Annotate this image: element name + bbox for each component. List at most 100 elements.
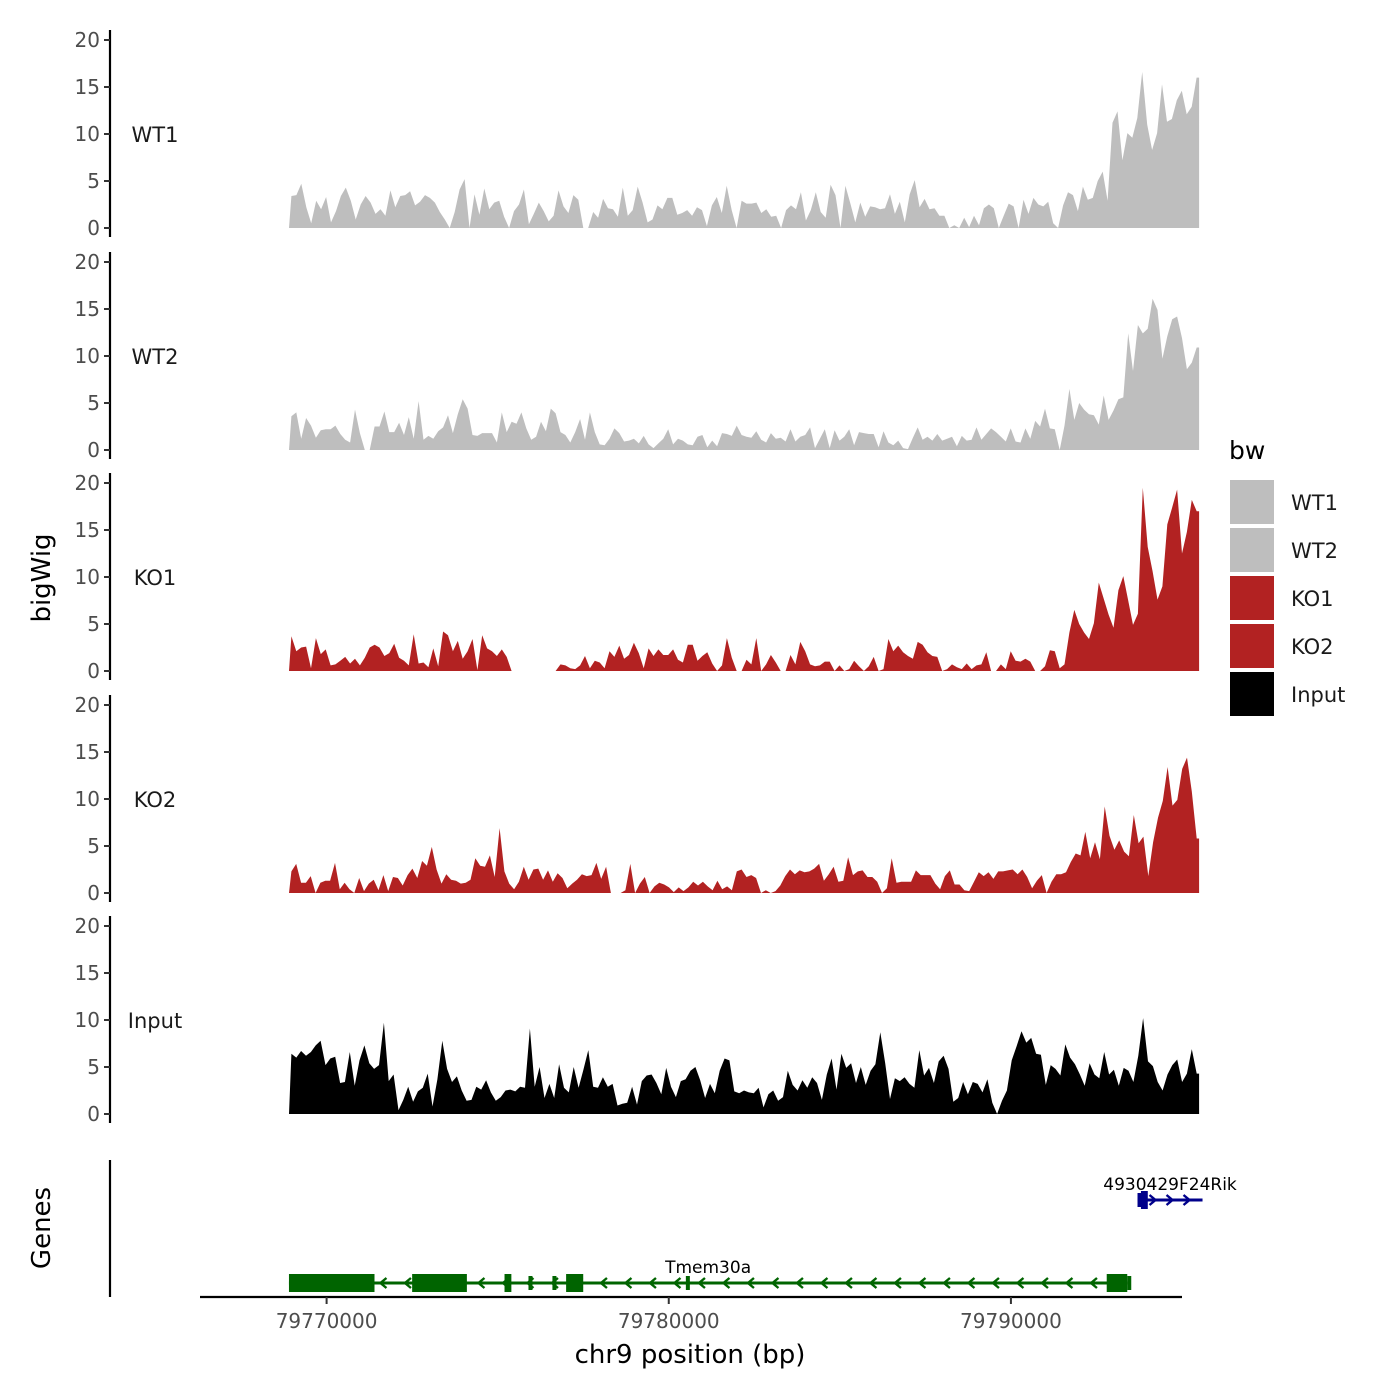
y-tick-label: 5: [87, 834, 100, 858]
y-tick-label: 20: [75, 471, 100, 495]
y-tick-label: 15: [75, 518, 100, 542]
gene-label: 4930429F24Rik: [1103, 1175, 1237, 1195]
y-tick-label: 0: [87, 1102, 100, 1126]
legend-key-ko1: [1230, 576, 1274, 620]
y-tick-label: 0: [87, 881, 100, 905]
signal-area-input: [289, 1018, 1200, 1114]
panel-label-wt2: WT2: [132, 345, 179, 369]
signal-tracks: 0 5 10 15 20 WT1 0 5 10 15 20 WT2 0 5 10 15 20 KO1 0 5 10 15 2…: [75, 28, 1200, 1126]
utr-exon: [685, 1276, 690, 1290]
y-axis-title: bigWig: [27, 533, 57, 622]
strand-arrow: [476, 1277, 486, 1289]
legend-key-wt1: [1230, 480, 1274, 524]
strand-arrow: [893, 1277, 902, 1289]
strand-arrow: [1165, 1194, 1175, 1206]
legend-label-ko2: KO2: [1291, 635, 1334, 659]
track-wt1: 0 5 10 15 20 WT1: [75, 28, 1200, 240]
strand-arrow: [1089, 1277, 1098, 1289]
utr-exon: [528, 1276, 533, 1290]
strand-arrow: [770, 1277, 780, 1289]
y-tick-label: 5: [87, 391, 100, 415]
strand-arrow: [697, 1277, 706, 1289]
panel-label-input: Input: [128, 1009, 182, 1033]
utr-exon: [1127, 1276, 1132, 1290]
strand-arrow: [623, 1277, 633, 1289]
strand-arrow: [844, 1277, 853, 1289]
y-tick-label: 15: [75, 297, 100, 321]
strand-arrow: [1148, 1194, 1158, 1206]
y-tick-label: 5: [87, 169, 100, 193]
x-tick-label: 79770000: [276, 1309, 378, 1333]
panel-label-ko1: KO1: [134, 566, 177, 590]
y-tick-label: 20: [75, 914, 100, 938]
exon: [412, 1274, 467, 1292]
legend-label-input: Input: [1291, 683, 1345, 707]
y-tick-label: 10: [75, 122, 100, 146]
strand-arrow: [1040, 1277, 1049, 1289]
legend-title: bw: [1229, 436, 1265, 465]
y-tick-label: 5: [87, 612, 100, 636]
exon: [566, 1274, 584, 1292]
y-tick-label: 0: [87, 438, 100, 462]
x-axis: 79770000 79780000 79790000: [200, 1295, 1182, 1333]
exon: [1140, 1191, 1148, 1209]
utr-exon: [1137, 1193, 1142, 1207]
track-input: 0 5 10 15 20 Input: [75, 914, 1200, 1126]
gene-4930429f24rik: 4930429F24Rik: [1103, 1175, 1237, 1209]
strand-arrow: [378, 1277, 388, 1289]
x-axis-title: chr9 position (bp): [575, 1340, 806, 1370]
legend-key-ko2: [1230, 624, 1274, 668]
genes-track-title: Genes: [27, 1187, 57, 1269]
utr-exon: [552, 1276, 557, 1290]
y-tick-label: 15: [75, 961, 100, 985]
y-tick-label: 10: [75, 787, 100, 811]
track-wt2: 0 5 10 15 20 WT2: [75, 250, 1200, 462]
gene-tmem30a: Tmem30a: [288, 1258, 1132, 1292]
strand-arrow: [721, 1277, 731, 1289]
strand-arrow: [991, 1277, 1000, 1289]
strand-arrow: [917, 1277, 927, 1289]
y-tick-label: 10: [75, 344, 100, 368]
strand-arrow: [672, 1277, 682, 1289]
strand-arrow: [795, 1277, 804, 1289]
signal-area-wt1: [289, 72, 1200, 228]
y-tick-label: 5: [87, 1055, 100, 1079]
genes-track: Tmem30a 4930429F24Rik: [108, 1160, 1237, 1297]
signal-area-ko2: [289, 757, 1200, 893]
y-tick-label: 20: [75, 250, 100, 274]
track-ko1: 0 5 10 15 20 KO1: [75, 471, 1200, 683]
strand-arrow: [819, 1277, 829, 1289]
x-tick-label: 79780000: [618, 1309, 720, 1333]
gene-label: Tmem30a: [664, 1258, 751, 1278]
legend-label-wt1: WT1: [1291, 491, 1338, 515]
exon: [1106, 1274, 1128, 1292]
strand-arrow: [403, 1277, 412, 1289]
strand-arrow: [966, 1277, 976, 1289]
strand-arrow: [746, 1277, 755, 1289]
y-tick-label: 10: [75, 565, 100, 589]
panel-label-ko2: KO2: [134, 788, 177, 812]
x-tick-label: 79790000: [960, 1309, 1062, 1333]
y-tick-label: 15: [75, 75, 100, 99]
y-tick-label: 0: [87, 659, 100, 683]
y-tick-label: 0: [87, 216, 100, 240]
y-tick-label: 20: [75, 28, 100, 52]
legend-label-wt2: WT2: [1291, 539, 1338, 563]
strand-arrow: [1064, 1277, 1074, 1289]
exon: [504, 1274, 512, 1292]
strand-arrow: [868, 1277, 878, 1289]
legend-key-wt2: [1230, 528, 1274, 572]
strand-arrow: [1182, 1194, 1192, 1206]
track-ko2: 0 5 10 15 20 KO2: [75, 693, 1200, 905]
strand-arrow: [1015, 1277, 1025, 1289]
strand-arrow: [599, 1277, 608, 1289]
panel-label-wt1: WT1: [132, 123, 179, 147]
y-tick-label: 20: [75, 693, 100, 717]
signal-area-ko1: [289, 487, 1200, 671]
legend-key-input: [1230, 672, 1274, 716]
signal-area-wt2: [289, 298, 1200, 450]
y-tick-label: 15: [75, 740, 100, 764]
strand-arrow: [648, 1277, 657, 1289]
y-tick-label: 10: [75, 1008, 100, 1032]
